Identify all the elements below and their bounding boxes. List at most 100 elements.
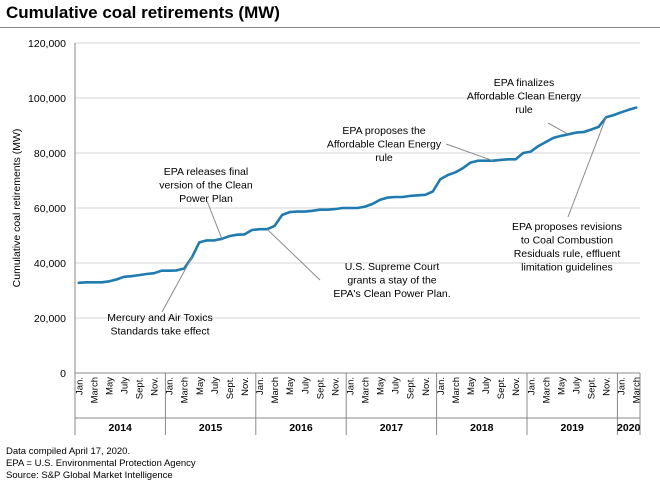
data-point <box>514 158 517 161</box>
x-tick-label: Jan. <box>165 377 176 395</box>
footnote-epa: EPA = U.S. Environmental Protection Agen… <box>6 458 196 469</box>
annotation-text: EPA proposes the <box>342 125 425 137</box>
annotation-leader <box>161 257 193 313</box>
data-point <box>386 196 389 199</box>
data-point <box>416 194 419 197</box>
year-label: 2017 <box>380 422 404 434</box>
annotation-text: EPA's Clean Power Plan. <box>333 288 450 300</box>
data-point <box>296 210 299 213</box>
x-tick-label: Nov. <box>511 377 522 396</box>
data-point <box>349 207 351 209</box>
annotation-leader <box>206 200 223 239</box>
data-point <box>439 178 442 180</box>
annotation-text: limitation guidelines <box>521 262 613 274</box>
data-point <box>560 135 562 137</box>
data-point <box>251 229 253 231</box>
data-point <box>454 171 457 174</box>
data-point <box>273 225 276 227</box>
data-point <box>394 196 396 198</box>
x-tick-label: July <box>391 377 402 394</box>
data-point <box>288 211 291 213</box>
x-tick-label: March <box>361 377 372 403</box>
y-tick-label: 120,000 <box>28 38 66 50</box>
y-tick-label: 60,000 <box>34 203 66 215</box>
x-tick-label: March <box>89 377 100 403</box>
data-point <box>258 228 261 230</box>
x-tick-label: March <box>451 377 462 403</box>
x-tick-label: Sept. <box>135 377 146 399</box>
annotation-text: EPA proposes revisions <box>512 221 622 233</box>
data-point <box>529 150 532 153</box>
title-divider <box>0 27 660 28</box>
x-tick-label: Jan. <box>345 377 356 395</box>
x-tick-label: Jan. <box>436 377 447 395</box>
annotation-text: Mercury and Air Toxics <box>107 312 212 324</box>
data-point <box>469 161 472 164</box>
x-tick-label: May <box>466 377 477 395</box>
x-tick-label: Sept. <box>225 377 236 399</box>
data-point <box>635 106 638 109</box>
year-label: 2019 <box>561 422 585 434</box>
x-tick-label: Nov. <box>330 377 341 396</box>
data-point <box>236 233 238 236</box>
data-point <box>620 111 622 114</box>
data-point <box>100 281 103 284</box>
data-point <box>522 152 525 154</box>
year-label: 2020 <box>617 422 641 434</box>
data-point <box>575 131 577 134</box>
data-point <box>311 209 314 212</box>
x-tick-label: Jan. <box>74 377 85 395</box>
data-point <box>409 195 412 197</box>
data-point <box>432 190 434 193</box>
data-point <box>537 145 540 147</box>
y-tick-label: 0 <box>60 368 66 380</box>
data-point <box>326 208 329 211</box>
x-tick-label: Nov. <box>602 377 613 396</box>
data-point <box>130 275 133 278</box>
x-tick-label: Jan. <box>255 377 266 395</box>
data-point <box>612 114 615 116</box>
x-tick-label: Sept. <box>406 377 417 399</box>
y-axis-label: Cumulative coal retirements (MW) <box>11 129 23 288</box>
y-tick-label: 80,000 <box>34 148 66 160</box>
x-tick-label: July <box>210 377 221 394</box>
year-label: 2016 <box>289 422 313 434</box>
year-label: 2015 <box>199 422 223 434</box>
x-tick-label: March <box>541 377 552 403</box>
data-point <box>213 239 216 242</box>
data-point <box>145 273 148 275</box>
annotation-text: version of the Clean <box>159 180 253 192</box>
x-tick-label: May <box>376 377 387 395</box>
annotation-text: EPA releases final <box>164 166 248 178</box>
data-point <box>590 128 592 131</box>
x-tick-label: May <box>285 377 296 395</box>
x-tick-label: May <box>104 377 115 395</box>
data-point <box>281 214 283 216</box>
data-point <box>123 275 125 278</box>
x-tick-label: Nov. <box>421 377 432 396</box>
annotation-text: grants a stay of the <box>347 275 436 287</box>
x-tick-label: July <box>571 377 582 394</box>
data-point <box>138 274 140 276</box>
data-point <box>477 159 479 162</box>
data-point <box>319 208 321 211</box>
data-point <box>462 167 464 169</box>
data-point <box>364 205 366 208</box>
year-label: 2014 <box>109 422 133 434</box>
data-point <box>175 269 178 272</box>
data-point <box>582 131 585 133</box>
data-point <box>552 137 555 139</box>
annotation-text: to Coal Combustion <box>521 235 613 247</box>
x-tick-label: May <box>556 377 567 395</box>
footnotes: Data compiled April 17, 2020. EPA = U.S.… <box>6 446 196 482</box>
annotation-text: Power Plan <box>179 193 233 205</box>
y-tick-label: 40,000 <box>34 258 66 270</box>
chart-title: Cumulative coal retirements (MW) <box>6 3 280 22</box>
annotation-text: EPA finalizes <box>494 77 555 89</box>
data-point <box>93 281 95 284</box>
annotation-leader <box>445 143 494 162</box>
data-point <box>77 282 80 284</box>
data-point <box>115 278 118 281</box>
annotation-text: Standards take effect <box>110 326 209 338</box>
